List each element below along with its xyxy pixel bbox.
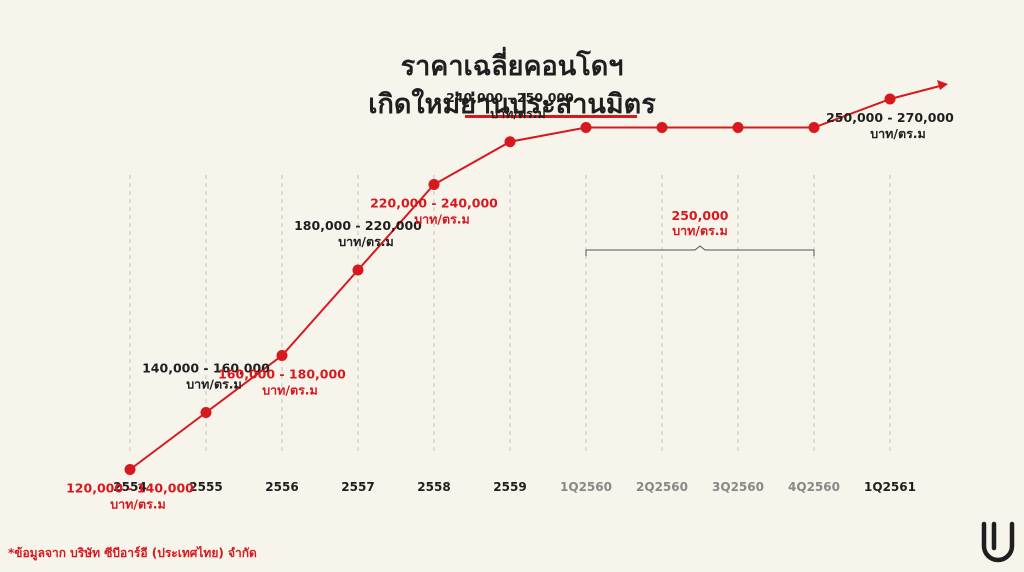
- data-point: [428, 179, 440, 190]
- x-tick-label: 2554: [113, 480, 146, 494]
- line-chart: 2554 2555 2556 2557 2558 2559 1Q2560 2Q2560 3Q25…: [66, 80, 954, 512]
- data-label-range: 160,000 - 180,000: [218, 367, 346, 382]
- data-label-unit: บาท/ตร.ม: [186, 377, 242, 392]
- x-tick-label: 4Q2560: [788, 480, 840, 494]
- data-label-range: 220,000 - 240,000: [370, 196, 498, 211]
- x-tick-label: 2555: [189, 480, 222, 494]
- x-tick-label: 3Q2560: [712, 480, 764, 494]
- data-label-unit: บาท/ตร.ม: [338, 234, 394, 249]
- series-line: [129, 98, 891, 471]
- data-label-unit: บาท/ตร.ม: [414, 212, 470, 227]
- data-point: [276, 350, 288, 361]
- data-label-range: 140,000 - 160,000: [142, 361, 270, 376]
- group-bracket: [585, 245, 815, 256]
- group-label-range: 250,000: [672, 208, 729, 223]
- data-point: [732, 122, 744, 133]
- x-tick-label: 2558: [417, 480, 450, 494]
- trend-arrow-line: [889, 85, 941, 100]
- data-label-unit: บาท/ตร.ม: [110, 497, 166, 512]
- data-point: [656, 122, 668, 133]
- data-label-range: 120,000 - 140,000: [66, 481, 194, 496]
- x-tick-label: 1Q2561: [864, 480, 916, 494]
- data-point: [352, 264, 364, 276]
- data-label-unit: บาท/ตร.ม: [262, 383, 318, 398]
- trend-arrow-head-icon: [937, 80, 948, 90]
- data-label-range: 180,000 - 220,000: [294, 218, 422, 233]
- x-tick-label: 1Q2560: [560, 480, 612, 494]
- x-tick-label: 2559: [493, 480, 526, 494]
- x-tick-label: 2557: [341, 480, 374, 494]
- data-label-range: 250,000 - 270,000: [826, 110, 954, 125]
- data-point: [504, 136, 516, 148]
- title-underline: [465, 115, 637, 118]
- source-footnote: *ข้อมูลจาก บริษัท ซีบีอาร์อี (ประเทศไทย)…: [8, 546, 257, 560]
- chart-title: ราคาเฉลี่ยคอนโดฯ เกิดใหม่ย่านประสานมิตร: [0, 48, 1024, 124]
- data-point: [200, 407, 212, 418]
- x-tick-label: 2Q2560: [636, 480, 688, 494]
- data-label-range: 240,000 - 250,000: [446, 90, 574, 105]
- x-tick-label: 2556: [265, 480, 298, 494]
- data-point: [580, 122, 592, 133]
- data-point: [808, 122, 820, 133]
- data-label-unit: บาท/ตร.ม: [490, 106, 546, 121]
- group-label-unit: บาท/ตร.ม: [672, 223, 728, 238]
- data-point: [124, 464, 136, 475]
- title-line-2: เกิดใหม่ย่านประสานมิตร: [368, 89, 656, 120]
- data-point: [884, 93, 896, 105]
- data-label-unit: บาท/ตร.ม: [870, 126, 926, 141]
- title-line-1: ราคาเฉลี่ยคอนโดฯ: [400, 51, 624, 82]
- brand-logo-icon: [981, 521, 1015, 563]
